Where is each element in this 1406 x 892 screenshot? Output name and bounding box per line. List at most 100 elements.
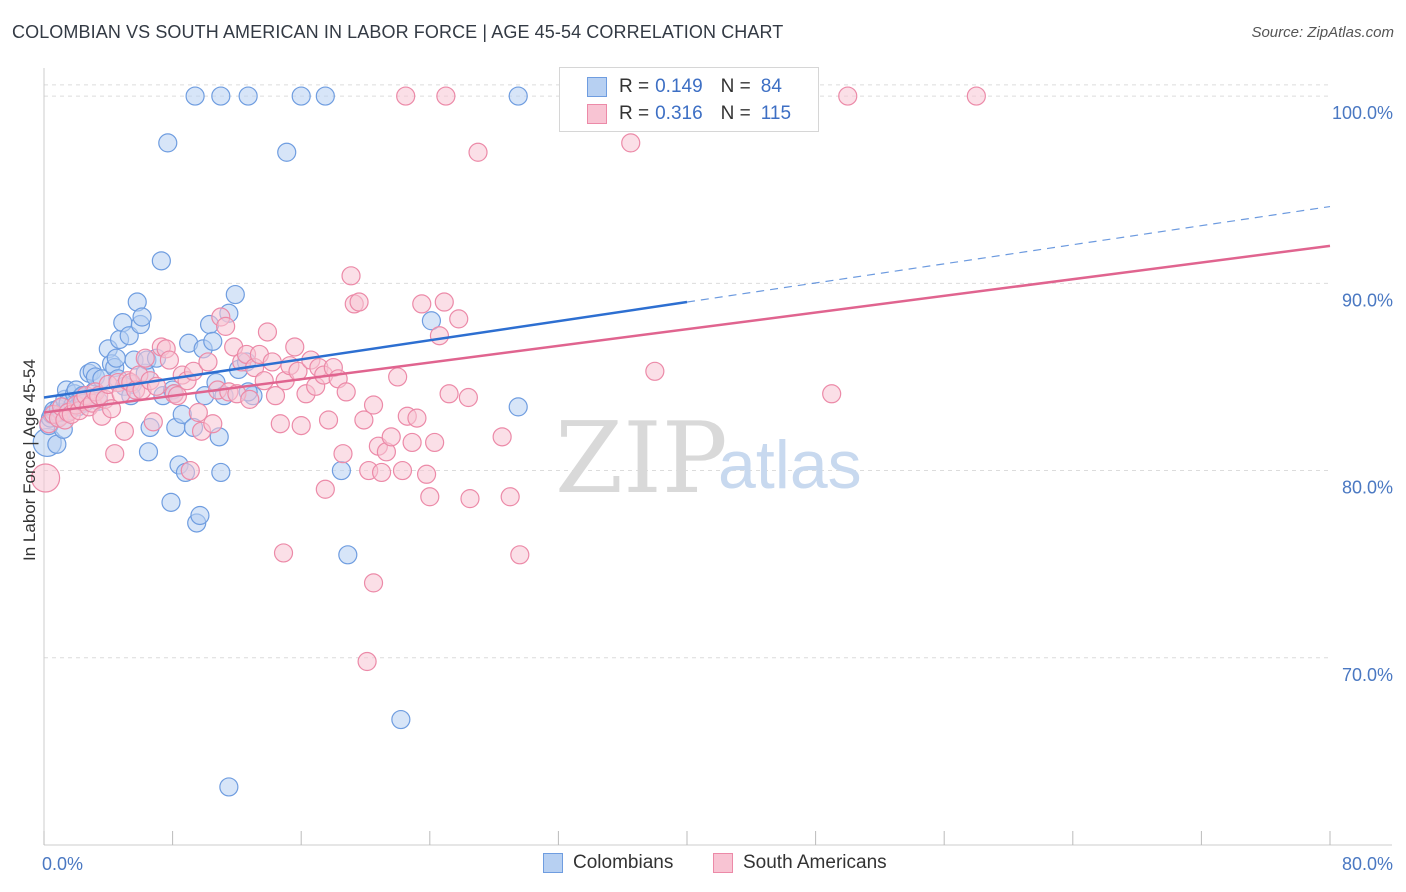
south-americans-point	[420, 487, 440, 507]
tick-labels: 100.0% 90.0% 80.0% 70.0% 0.0% 80.0%	[42, 103, 1393, 874]
south-americans-point	[105, 444, 125, 464]
south-americans-point	[363, 573, 384, 593]
legend-n-label: N =	[720, 76, 751, 97]
south-americans-point	[402, 432, 422, 453]
south-americans-point	[500, 487, 520, 507]
watermark-zip: ZIP	[555, 402, 728, 516]
south-americans-point	[216, 316, 236, 336]
south-americans-point	[240, 389, 260, 409]
x-tick-label: 80.0%	[1342, 854, 1393, 874]
legend-r-label: R =	[619, 103, 650, 124]
south-americans-point	[315, 479, 335, 499]
south-americans-point	[966, 86, 986, 106]
colombians-point	[190, 505, 210, 526]
legend-swatch-pink	[713, 853, 733, 873]
colombians-point	[508, 86, 528, 106]
colombians-point	[161, 492, 181, 512]
south-americans-point	[392, 460, 413, 481]
south-americans-point	[336, 382, 356, 402]
south-americans-point	[270, 414, 290, 434]
y-tick-label: 100.0%	[1332, 103, 1393, 123]
colombians-point	[106, 348, 126, 368]
south-americans-point	[416, 464, 437, 484]
colombians-point	[211, 86, 231, 106]
south-americans-point	[439, 384, 459, 404]
colombians-trend-line	[43, 300, 688, 399]
colombians-point	[331, 460, 351, 481]
trend-lines	[43, 205, 1331, 414]
south-americans-point	[341, 266, 361, 286]
legend-row-south-americans: R = 0.316 N = 115	[560, 100, 791, 128]
south-americans-point	[492, 427, 512, 447]
south-americans-point	[621, 133, 641, 153]
legend-label-colombians: Colombians	[573, 852, 674, 873]
south-americans-point	[396, 86, 416, 106]
colombians-point	[315, 86, 335, 106]
correlation-legend: R = 0.149 N = 84 R = 0.316 N = 115	[559, 67, 819, 132]
legend-item-south-americans[interactable]: South Americans	[713, 852, 887, 874]
colombians-point	[151, 251, 171, 271]
south-americans-point	[458, 387, 478, 408]
south-americans-point	[371, 462, 392, 483]
south-americans-point	[159, 350, 179, 370]
south-americans-point	[143, 412, 163, 432]
south-americans-point	[425, 432, 445, 453]
south-americans-point	[257, 322, 278, 342]
south-americans-point	[114, 421, 134, 441]
legend-n-label: N =	[720, 103, 751, 124]
colombians-point	[158, 133, 178, 153]
south-americans-point	[265, 386, 286, 406]
legend-item-colombians[interactable]: Colombians	[543, 852, 673, 874]
y-tick-label: 90.0%	[1342, 290, 1393, 310]
south-americans-point	[429, 326, 450, 346]
south-americans-point	[349, 292, 369, 312]
x-tick-label: 0.0%	[42, 854, 83, 874]
chart-title: COLOMBIAN VS SOUTH AMERICAN IN LABOR FOR…	[12, 22, 784, 42]
south-americans-point	[460, 489, 480, 509]
legend-swatch-blue	[587, 77, 607, 97]
colombians-point	[185, 86, 205, 106]
south-americans-point	[468, 142, 488, 162]
watermark-atlas: atlas	[718, 427, 862, 503]
south-americans-point	[381, 427, 401, 447]
south-americans-point	[203, 414, 223, 434]
south-americans-point	[188, 402, 208, 423]
colombians-trend-extension	[686, 205, 1331, 303]
colombians-point	[291, 86, 311, 106]
legend-r-value: 0.149	[655, 76, 703, 97]
south-americans-point	[363, 395, 384, 415]
south-americans-point	[198, 352, 218, 372]
south-americans-point	[291, 416, 311, 436]
legend-swatch-pink	[587, 104, 607, 124]
legend-r-label: R =	[619, 76, 650, 97]
legend-n-value: 84	[760, 76, 782, 97]
colombians-point	[277, 142, 297, 162]
south-americans-point	[180, 460, 200, 481]
series-legend: Colombians South Americans	[0, 852, 1406, 878]
colombians-point	[203, 331, 223, 351]
colombians-point	[338, 545, 358, 565]
south-americans-point	[510, 545, 530, 565]
south-americans-point	[436, 86, 456, 106]
legend-row-colombians: R = 0.149 N = 84	[560, 73, 782, 101]
south-americans-trend-line	[43, 244, 1331, 414]
south-americans-point	[31, 463, 61, 493]
south-americans-point	[254, 371, 274, 391]
colombians-point	[391, 709, 411, 730]
legend-r-value: 0.316	[655, 103, 703, 124]
colombians-point	[225, 284, 245, 305]
legend-label-south-americans: South Americans	[743, 852, 887, 873]
south-americans-point	[318, 410, 339, 430]
south-americans-point	[449, 309, 469, 329]
south-americans-point	[388, 367, 408, 387]
watermark: ZIP atlas	[555, 402, 862, 516]
south-americans-point	[407, 408, 427, 428]
colombians-point	[421, 311, 442, 331]
y-axis-title: In Labor Force | Age 45-54	[20, 359, 39, 561]
south-americans-point	[285, 337, 305, 357]
south-americans-point	[412, 294, 432, 314]
south-americans-point	[135, 348, 155, 368]
south-americans-point	[434, 292, 454, 312]
south-americans-point	[838, 86, 858, 106]
